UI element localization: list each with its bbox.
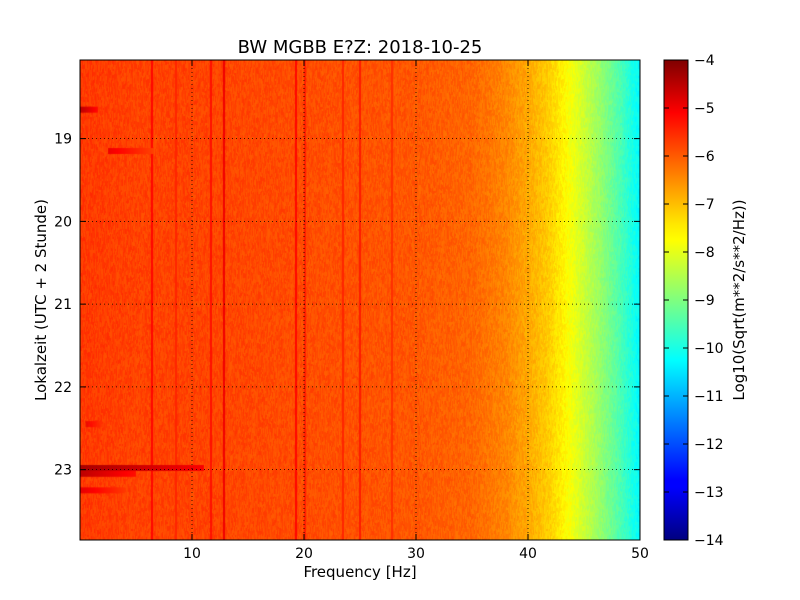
colorbar-tick-label: −4 [694,53,715,69]
colorbar-tick-label: −14 [694,533,724,549]
x-axis-ticks: 10 20 30 40 50 [183,60,649,562]
colorbar-tick-label: −8 [694,245,715,261]
colorbar-ticks: −4 −5 −6 −7 −8 −9 −10 −11 −12 −13 −14 [664,53,724,549]
plot-frame [79,59,641,541]
y-tick-label: 21 [54,297,72,313]
spectrogram-heatmap [80,60,640,540]
x-tick-label: 50 [631,546,649,562]
y-axis-ticks: 19 20 21 22 23 [54,132,640,479]
y-tick-label: 22 [54,380,72,396]
x-tick-label: 40 [519,546,537,562]
colorbar-tick-label: −5 [694,101,715,117]
colorbar-tick-label: −12 [694,437,724,453]
colorbar-label: Log10(Sqrt(m**2/s**2/Hz)) [730,199,748,400]
colorbar-tick-label: −6 [694,149,715,165]
x-axis-label: Frequency [Hz] [303,563,416,581]
x-tick-label: 10 [183,546,201,562]
chart-title: BW MGBB E?Z: 2018-10-25 [238,37,483,58]
x-tick-label: 20 [295,546,313,562]
y-tick-label: 19 [54,132,72,148]
grid-lines [80,60,640,540]
y-tick-label: 20 [54,214,72,230]
heatmap-image [80,60,640,540]
colorbar-tick-label: −7 [694,197,715,213]
y-axis-label: Lokalzeit (UTC + 2 Stunde) [32,199,50,401]
colorbar-tick-label: −9 [694,293,715,309]
colorbar-tick-label: −10 [694,341,724,357]
colorbar-tick-label: −13 [694,485,724,501]
x-tick-label: 30 [407,546,425,562]
y-tick-label: 23 [54,463,72,479]
colorbar-tick-label: −11 [694,389,724,405]
